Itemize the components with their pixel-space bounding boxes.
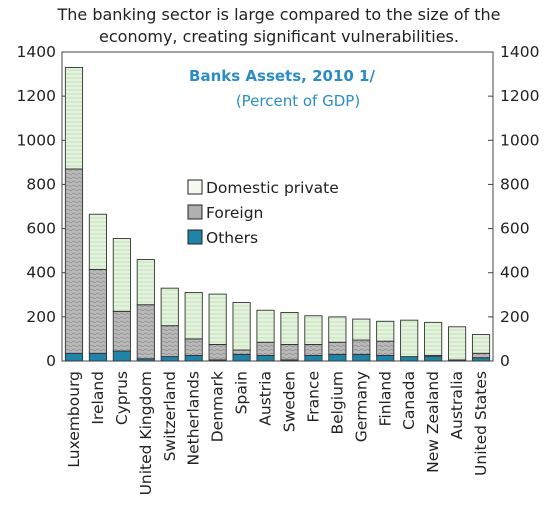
bar-segment-others xyxy=(376,355,395,362)
bar-segment-others xyxy=(471,357,491,362)
chart-title: Banks Assets, 2010 1/ xyxy=(189,67,375,85)
bar-segment-others xyxy=(352,353,371,362)
legend-swatch-others xyxy=(187,229,203,245)
bar-segment-domestic-private xyxy=(160,287,179,327)
y-tick-label-left: 200 xyxy=(26,308,56,326)
bar-segment-foreign xyxy=(88,268,107,354)
bar-segment-others xyxy=(160,356,179,362)
bar-segment-others xyxy=(88,352,107,362)
y-tick-label-left: 0 xyxy=(46,352,56,370)
headline-line-2: economy, creating significant vulnerabil… xyxy=(99,27,459,46)
x-category-label: Belgium xyxy=(328,371,346,435)
legend-label-foreign: Foreign xyxy=(206,204,263,222)
bar-segment-domestic-private xyxy=(64,66,84,170)
bar-segment-domestic-private xyxy=(471,334,491,354)
x-category-label: Cyprus xyxy=(113,371,131,425)
y-tick-label-right: 600 xyxy=(500,220,530,238)
bar-segment-domestic-private xyxy=(400,319,419,358)
bar-segment-domestic-private xyxy=(352,318,371,341)
x-category-label: United States xyxy=(472,371,490,476)
y-tick-label-left: 1400 xyxy=(17,43,56,61)
plot-area: 0 0 200 200 400 400 600 600 800 800 1000 1000 1200 12… xyxy=(17,43,540,495)
bar-segment-others xyxy=(232,353,251,362)
x-category-label: Spain xyxy=(233,371,251,414)
x-category-label: Sweden xyxy=(280,371,298,432)
bar-segment-others xyxy=(424,356,443,362)
bar-segment-foreign xyxy=(328,341,347,355)
bar-segment-others xyxy=(256,355,275,362)
x-category-label: France xyxy=(304,371,322,423)
bar-segment-domestic-private xyxy=(304,315,323,345)
x-category-label: United Kingdom xyxy=(137,371,155,495)
x-category-label: Luxembourg xyxy=(65,371,83,468)
bar-segment-foreign xyxy=(232,349,251,355)
bar-segment-foreign xyxy=(184,338,203,356)
bar-segment-domestic-private xyxy=(424,321,443,356)
plot-frame xyxy=(61,51,494,362)
legend-label-others: Others xyxy=(206,229,258,247)
bar-segment-others xyxy=(304,355,323,362)
bar-segment-others xyxy=(400,356,419,362)
x-category-label: Finland xyxy=(376,371,394,426)
legend-swatch-foreign xyxy=(187,204,203,220)
x-category-label: Denmark xyxy=(209,371,227,442)
x-category-label: Austria xyxy=(257,371,275,426)
bar-segment-foreign xyxy=(160,325,179,358)
bar-segment-foreign xyxy=(376,340,395,356)
bar-segment-foreign xyxy=(471,352,491,359)
bar-segment-foreign xyxy=(136,304,155,360)
bar-segment-domestic-private xyxy=(376,320,395,342)
x-category-label: Germany xyxy=(352,371,370,442)
x-category-label: Ireland xyxy=(89,371,107,425)
bar-segment-domestic-private xyxy=(136,259,155,306)
bar-segment-foreign xyxy=(256,341,275,356)
y-tick-label-left: 800 xyxy=(26,175,56,193)
bar-segment-domestic-private xyxy=(184,292,203,340)
bar-segment-domestic-private xyxy=(112,238,131,312)
bar-segment-domestic-private xyxy=(328,316,347,343)
y-tick-label-left: 1000 xyxy=(17,131,56,149)
x-category-label: Australia xyxy=(448,371,466,440)
y-tick-label-right: 1000 xyxy=(500,131,539,149)
bar-segment-others xyxy=(64,352,84,362)
bar-segment-foreign xyxy=(352,339,371,355)
x-category-label: Switzerland xyxy=(161,371,179,461)
bar-segment-others xyxy=(328,353,347,362)
legend-label-domestic-private: Domestic private xyxy=(206,179,339,197)
y-tick-label-left: 600 xyxy=(26,220,56,238)
bar-segment-domestic-private xyxy=(280,311,299,345)
chart-subtitle: (Percent of GDP) xyxy=(236,92,360,110)
bar-segment-foreign xyxy=(280,343,299,361)
x-category-label: Netherlands xyxy=(185,371,203,465)
y-tick-label-right: 1400 xyxy=(500,43,539,61)
bar-segment-foreign xyxy=(64,168,84,354)
y-tick-label-right: 200 xyxy=(500,308,530,326)
legend: Domestic private Foreign Others xyxy=(187,179,339,247)
x-category-label: New Zealand xyxy=(424,371,442,473)
bar-segment-domestic-private xyxy=(448,326,467,361)
bar-segment-foreign xyxy=(208,343,227,361)
y-tick-label-left: 400 xyxy=(26,264,56,282)
y-tick-label-right: 400 xyxy=(500,264,530,282)
bar-segment-domestic-private xyxy=(208,293,227,345)
bar-segment-others xyxy=(184,355,203,362)
y-tick-label-left: 1200 xyxy=(17,87,56,105)
bar-segment-foreign xyxy=(304,343,323,356)
y-tick-label-right: 1200 xyxy=(500,87,539,105)
headline-line-1: The banking sector is large compared to … xyxy=(57,5,501,24)
bar-segment-domestic-private xyxy=(256,309,275,343)
x-category-label: Canada xyxy=(400,371,418,430)
bar-segment-domestic-private xyxy=(232,302,251,351)
bar-segment-foreign xyxy=(112,310,131,352)
chart-headline: The banking sector is large compared to … xyxy=(0,4,558,48)
y-tick-label-right: 0 xyxy=(500,352,510,370)
bar-segment-others xyxy=(112,350,131,362)
y-tick-label-right: 800 xyxy=(500,175,530,193)
legend-swatch-domestic-private xyxy=(187,179,203,195)
bar-segment-domestic-private xyxy=(88,213,107,270)
